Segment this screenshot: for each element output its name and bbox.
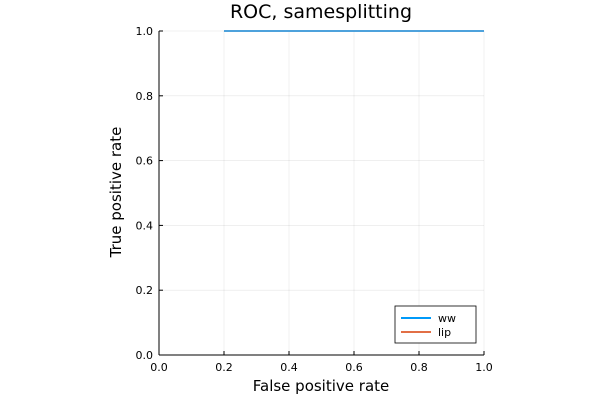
legend-label-lip: lip <box>438 326 451 339</box>
y-tick-label: 0.2 <box>136 284 154 297</box>
x-tick-label: 0.6 <box>345 361 363 374</box>
y-axis-label: True positive rate <box>107 127 125 259</box>
legend-box <box>394 305 477 344</box>
y-tick-label: 1.0 <box>136 25 154 38</box>
y-tick-label: 0.0 <box>136 349 154 362</box>
y-tick-label: 0.4 <box>136 219 154 232</box>
x-tick-label: 0.2 <box>215 361 233 374</box>
legend-label-ww: ww <box>438 312 456 325</box>
y-tick-label: 0.8 <box>136 90 154 103</box>
x-axis-label: False positive rate <box>253 377 390 395</box>
x-tick-label: 0.4 <box>280 361 298 374</box>
axes-layer <box>158 31 484 356</box>
x-tick-label: 0.0 <box>150 361 168 374</box>
chart-title: ROC, samesplitting <box>230 1 412 23</box>
x-tick-label: 0.8 <box>410 361 428 374</box>
y-tick-label: 0.6 <box>136 155 154 168</box>
grid-layer <box>158 30 485 356</box>
x-tick-label: 1.0 <box>475 361 493 374</box>
ticks-layer: 0.0 0.2 0.4 0.6 0.8 1.0 0.0 0.2 0.4 0.6 0.8 1.0 <box>136 25 493 374</box>
